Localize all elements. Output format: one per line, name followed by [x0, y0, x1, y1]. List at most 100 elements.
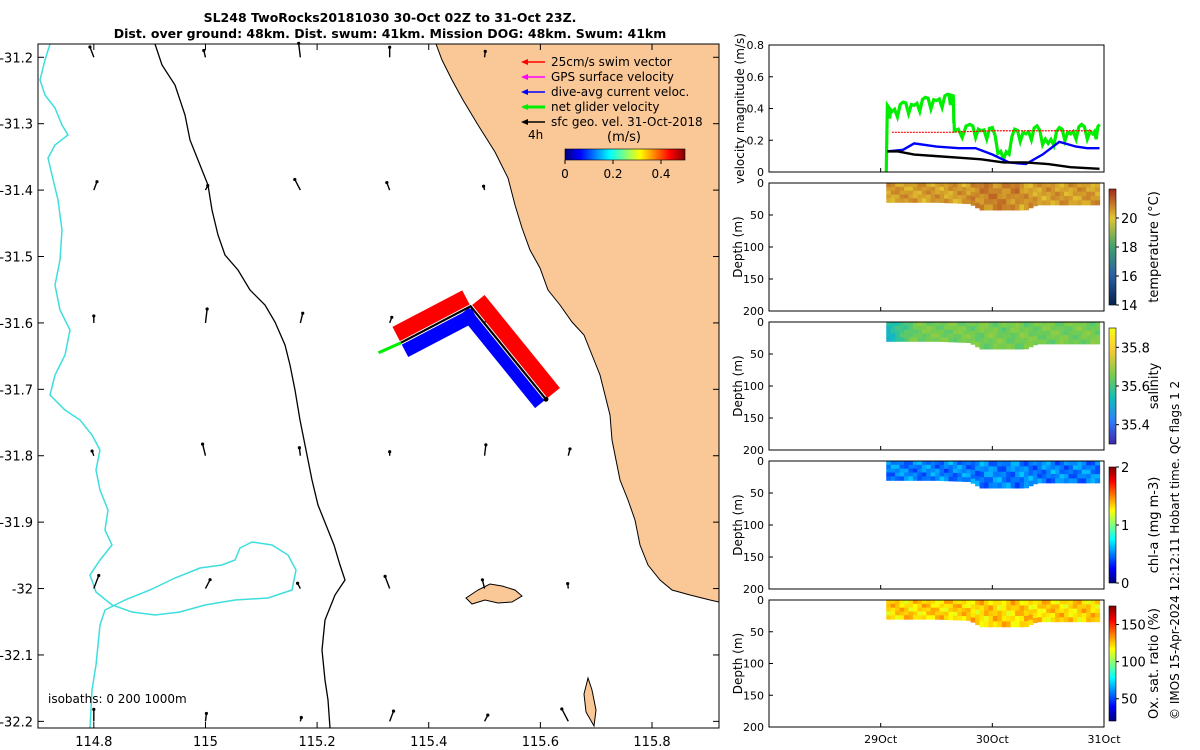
- heatmap-cell: [908, 333, 914, 338]
- heatmap-cell: [930, 329, 936, 335]
- heatmap-cell: [935, 476, 941, 481]
- heatmap-cell: [939, 461, 945, 466]
- heatmap-cell: [1063, 617, 1070, 623]
- heatmap-cell: [1028, 331, 1034, 338]
- heatmap-cell: [886, 472, 892, 477]
- heatmap-cell: [1001, 183, 1007, 189]
- heatmap-cell: [1095, 478, 1101, 484]
- heatmap-cell: [908, 472, 914, 477]
- heatmap-cell: [979, 610, 985, 617]
- heatmap-cell: [1041, 191, 1047, 197]
- heatmap-cell: [970, 200, 976, 206]
- heatmap-cell: [1072, 187, 1078, 193]
- heatmap-cell: [992, 600, 998, 606]
- heatmap-cell: [930, 461, 936, 466]
- heatmap-cell: [917, 337, 923, 342]
- heatmap-cell: [904, 607, 910, 613]
- heatmap-cell: [1015, 322, 1021, 328]
- heatmap-cell: [975, 480, 981, 487]
- swim-vectors-leg2: [392, 290, 470, 342]
- geo-vector-head: [566, 581, 570, 586]
- heatmap-cell: [984, 188, 990, 195]
- heatmap-cell: [1068, 612, 1074, 618]
- heatmap-cell: [944, 322, 950, 327]
- heatmap-cell: [948, 472, 954, 478]
- heatmap-cell: [935, 607, 941, 613]
- heatmap-cell: [886, 190, 892, 196]
- heatmap-cell: [1095, 461, 1101, 466]
- heatmap-cell: [979, 193, 985, 200]
- heatmap-cell: [957, 615, 963, 621]
- heatmap-cell: [1059, 612, 1065, 618]
- lat-tick-label: -31.5: [0, 251, 33, 266]
- heatmap-cell: [926, 468, 932, 474]
- heatmap-cell: [926, 464, 932, 470]
- heatmap-cell: [1059, 478, 1065, 484]
- heatmap-cell: [921, 190, 927, 196]
- colorbar-tick-label: 14: [1121, 299, 1138, 314]
- heatmap-cell: [1086, 200, 1092, 206]
- heatmap-cell: [921, 472, 927, 477]
- heatmap-cell: [912, 603, 918, 609]
- heatmap-cell: [1023, 183, 1030, 189]
- heatmap-cell: [957, 607, 963, 613]
- heatmap-cell: [1015, 327, 1021, 334]
- geo-vector-head: [482, 184, 486, 188]
- heatmap-cell: [948, 325, 954, 331]
- heatmap-cell: [957, 195, 963, 200]
- heatmap-cell: [952, 607, 958, 613]
- heatmap-cell: [975, 187, 981, 194]
- y-tick-label: 150: [743, 273, 764, 286]
- panel-1: 0 50 100 150 200 Depth (m) 14 16 18 20 temperature…: [731, 177, 1162, 318]
- heatmap-cell: [984, 327, 990, 334]
- heatmap-cell: [966, 469, 972, 474]
- heatmap-cell: [984, 471, 990, 478]
- heatmap-cell: [1010, 193, 1016, 200]
- heatmap-cell: [997, 621, 1003, 628]
- geo-vector: [204, 308, 208, 323]
- lon-tick-label: 114.8: [75, 735, 112, 750]
- heatmap-cell: [1059, 183, 1065, 188]
- heatmap-cell: [970, 474, 976, 480]
- geo-vector: [201, 443, 207, 456]
- heatmap-cell: [1068, 187, 1074, 193]
- colorbar-tick-label: 100: [1121, 656, 1146, 671]
- y-axis-label: velocity magnitude (m/s): [733, 33, 747, 184]
- heatmap-cell: [948, 186, 954, 192]
- heatmap-cell: [1001, 605, 1007, 612]
- heatmap-cell: [1086, 191, 1092, 197]
- heatmap-cell: [1068, 191, 1074, 197]
- heatmap-cell: [988, 188, 994, 195]
- heatmap-cell: [1077, 465, 1083, 471]
- colorbar: [1108, 188, 1117, 306]
- y-tick-label: 0.2: [747, 134, 765, 147]
- heatmap-cell: [1086, 600, 1092, 605]
- heatmap-cell: [1041, 339, 1047, 345]
- y-tick-label: 150: [743, 412, 764, 425]
- heatmap-cell: [1055, 191, 1061, 197]
- heatmap-cell: [917, 615, 923, 620]
- heatmap-cell: [921, 183, 927, 188]
- heatmap-cell: [904, 468, 910, 474]
- heatmap-cell: [1050, 191, 1056, 197]
- heatmap-cell: [948, 461, 954, 466]
- heatmap-cell: [917, 476, 923, 481]
- geo-vector: [483, 444, 487, 456]
- heatmap-cell: [939, 194, 945, 200]
- heatmap-cell: [988, 616, 994, 622]
- heatmap-cell: [979, 338, 985, 345]
- heatmap-cell: [1001, 193, 1007, 200]
- heatmap-cell: [970, 461, 976, 467]
- heatmap-cell: [926, 607, 932, 613]
- heatmap-cell: [1068, 608, 1074, 614]
- heatmap-cell: [944, 615, 950, 621]
- heatmap-cell: [1072, 612, 1078, 618]
- heatmap-cell: [1032, 608, 1038, 615]
- heatmap-cell: [1095, 191, 1101, 197]
- heatmap-cell: [1050, 200, 1056, 206]
- heatmap-cell: [1081, 465, 1087, 471]
- y-tick-label: 0: [757, 177, 764, 190]
- heatmap-cell: [917, 607, 923, 613]
- heatmap-cell: [961, 338, 967, 343]
- heatmap-cell: [1019, 332, 1025, 339]
